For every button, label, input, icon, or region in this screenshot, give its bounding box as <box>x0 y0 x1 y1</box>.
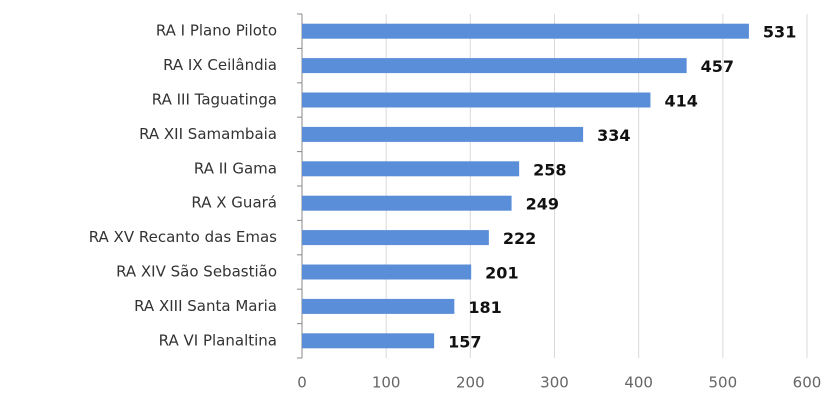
data-label: 157 <box>448 332 481 351</box>
x-tick-label: 0 <box>297 374 307 392</box>
bar <box>302 298 455 314</box>
bar <box>302 58 687 74</box>
y-tick-label: RA I Plano Piloto <box>156 22 277 40</box>
y-tick-label: RA X Guará <box>191 194 277 212</box>
data-label: 201 <box>485 264 518 283</box>
bar <box>302 161 520 177</box>
bar <box>302 92 651 108</box>
bar <box>302 230 489 246</box>
bar <box>302 195 512 211</box>
x-tick-label: 200 <box>456 374 485 392</box>
x-tick-label: 300 <box>540 374 569 392</box>
bar <box>302 23 749 39</box>
bar <box>302 333 435 349</box>
y-tick-label: RA III Taguatinga <box>152 91 277 109</box>
data-label: 457 <box>701 57 734 76</box>
data-label: 249 <box>526 195 559 214</box>
x-tick-label: 400 <box>624 374 653 392</box>
data-label: 531 <box>763 23 796 42</box>
data-label: 414 <box>664 92 697 111</box>
x-tick-label: 600 <box>793 374 822 392</box>
data-label: 334 <box>597 126 630 145</box>
data-label: 222 <box>503 229 536 248</box>
y-tick-label: RA II Gama <box>194 159 277 177</box>
data-label: 181 <box>468 298 501 317</box>
x-tick-label: 100 <box>372 374 401 392</box>
bar <box>302 126 584 142</box>
y-tick-label: RA IX Ceilândia <box>163 56 277 74</box>
y-tick-label: RA XIII Santa Maria <box>134 297 277 315</box>
y-tick-label: RA XV Recanto das Emas <box>89 228 277 246</box>
y-tick-label: RA XIV São Sebastião <box>116 263 277 281</box>
bar <box>302 264 472 280</box>
y-tick-label: RA XII Samambaia <box>139 125 277 143</box>
data-label: 258 <box>533 160 566 179</box>
y-tick-label: RA VI Planaltina <box>159 331 277 349</box>
x-tick-label: 500 <box>709 374 738 392</box>
